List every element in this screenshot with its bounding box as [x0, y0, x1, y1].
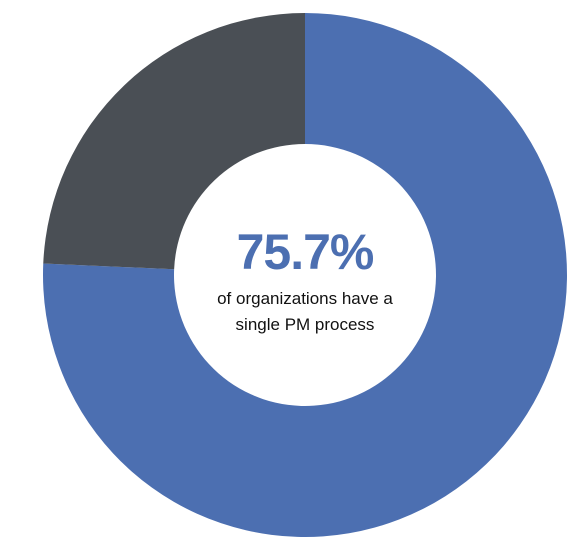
donut-slice-other [43, 13, 306, 270]
center-value: 75.7% [236, 224, 375, 280]
center-label: 75.7% of organizations have a single PM … [178, 220, 432, 338]
center-caption-line-2: single PM process [235, 315, 375, 334]
center-caption: of organizations have a single PM proces… [178, 286, 432, 338]
donut-slice-single-pm-process [43, 13, 568, 537]
center-caption-line-1: of organizations have a [217, 289, 393, 308]
